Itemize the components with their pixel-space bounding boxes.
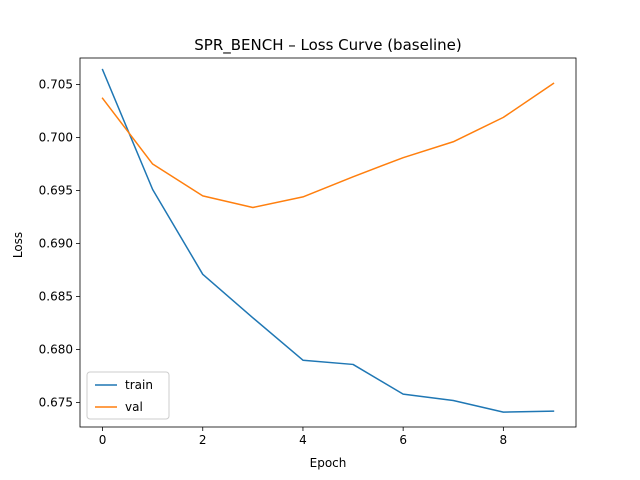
y-tick-label: 0.705	[39, 78, 73, 92]
x-tick-label: 6	[399, 433, 407, 447]
legend-label-train: train	[125, 378, 153, 392]
series-line-train	[101, 68, 555, 413]
y-tick-label: 0.695	[39, 184, 73, 198]
x-tick-label: 2	[199, 433, 207, 447]
y-tick-label: 0.685	[39, 290, 73, 304]
chart-title: SPR_BENCH – Loss Curve (baseline)	[194, 36, 462, 55]
plot-area: 0 2 4 6 8 0.675 0.680 0.685 0.690 0.695 0.700 0.705…	[39, 57, 577, 447]
legend: train val	[86, 371, 170, 420]
y-tick-label: 0.690	[39, 237, 73, 251]
y-tick-label: 0.675	[39, 396, 73, 410]
legend-label-val: val	[125, 400, 143, 414]
axes-frame	[79, 57, 577, 428]
series-line-val	[101, 82, 555, 209]
x-tick-label: 4	[299, 433, 307, 447]
y-tick-label: 0.700	[39, 131, 73, 145]
x-tick-label: 8	[500, 433, 508, 447]
x-axis-label: Epoch	[310, 456, 347, 470]
y-axis-label: Loss	[11, 232, 25, 258]
x-tick-label: 0	[99, 433, 107, 447]
y-tick-label: 0.680	[39, 343, 73, 357]
